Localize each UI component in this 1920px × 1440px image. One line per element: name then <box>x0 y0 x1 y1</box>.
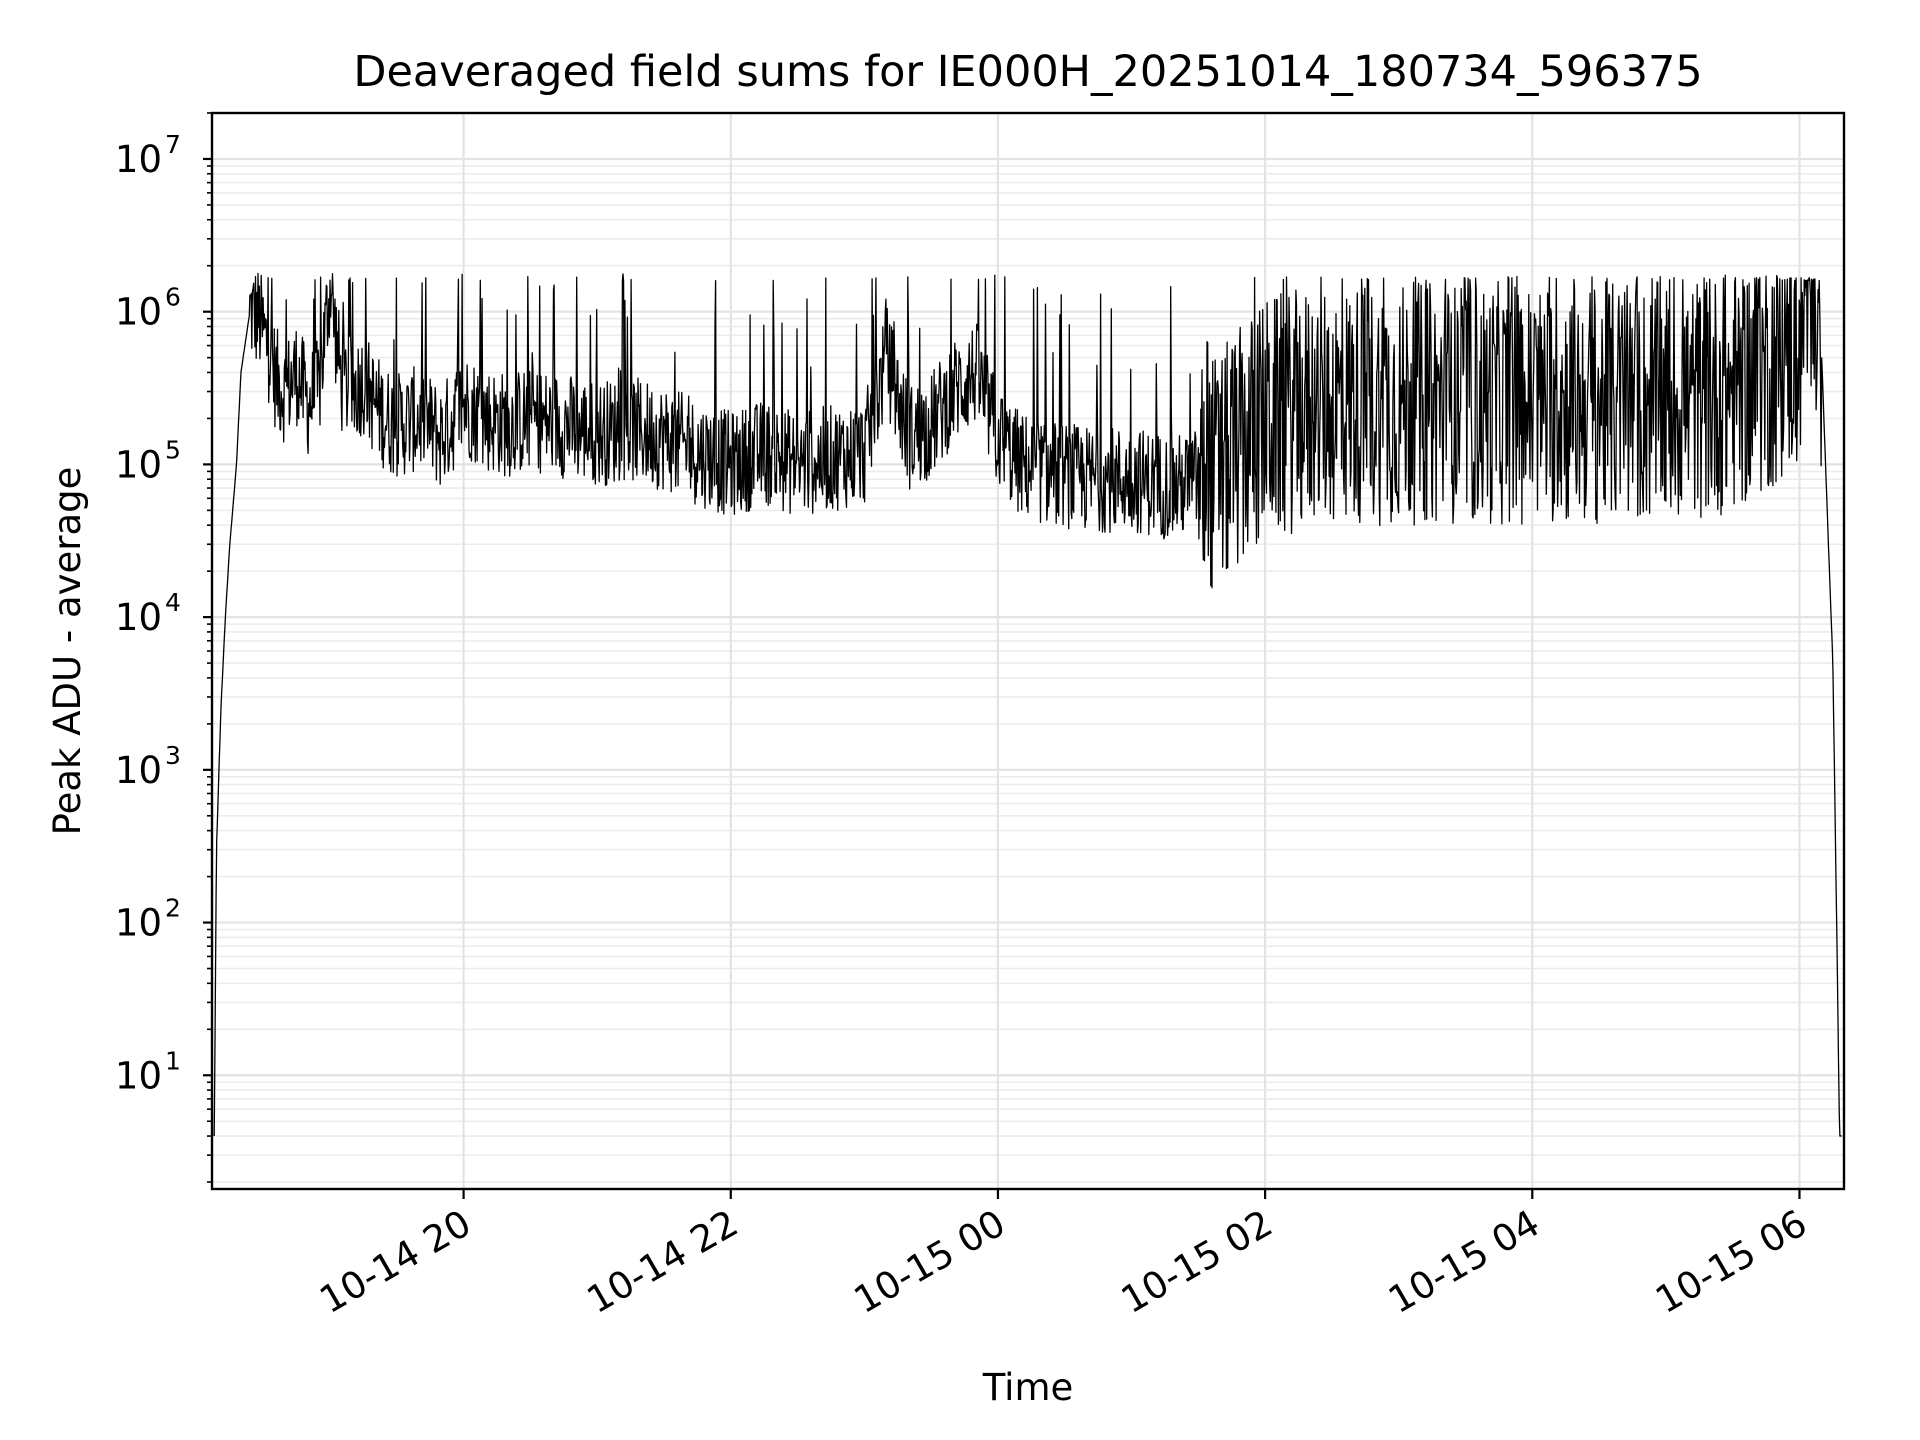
x-tick-label: 10-14 22 <box>580 1202 746 1322</box>
y-tick-label-exponent: 4 <box>165 588 181 617</box>
grid <box>212 112 1844 1189</box>
y-tick-label-exponent: 2 <box>165 894 181 923</box>
x-tick-label: 10-15 06 <box>1648 1202 1814 1322</box>
y-tick-label-exponent: 1 <box>165 1046 181 1075</box>
y-tick-label: 10 <box>115 749 162 792</box>
y-tick-label: 10 <box>115 1054 162 1097</box>
plot-area <box>213 272 1842 1137</box>
y-tick-label-exponent: 3 <box>165 741 181 770</box>
y-tick-label: 10 <box>115 902 162 945</box>
x-tick-label: 10-14 20 <box>313 1202 479 1322</box>
y-tick-label-exponent: 5 <box>165 435 181 464</box>
x-tick-label: 10-15 02 <box>1114 1202 1280 1322</box>
y-axis-label: Peak ADU - average <box>46 467 89 836</box>
y-tick-label-exponent: 6 <box>165 283 181 312</box>
chart-title: Deaveraged field sums for IE000H_2025101… <box>353 47 1702 97</box>
x-tick-label: 10-15 00 <box>847 1202 1013 1322</box>
series-line <box>213 272 1842 1137</box>
y-tick-label: 10 <box>115 596 162 639</box>
x-tick-label: 10-15 04 <box>1381 1202 1547 1322</box>
y-tick-label: 10 <box>115 443 162 486</box>
x-axis: 10-14 20 10-14 22 10-15 00 10-15 02 10-15 04… <box>313 1189 1814 1322</box>
x-axis-label: Time <box>982 1366 1074 1409</box>
y-tick-label-exponent: 7 <box>165 130 181 159</box>
y-tick-label: 10 <box>115 138 162 181</box>
y-tick-label: 10 <box>115 291 162 334</box>
